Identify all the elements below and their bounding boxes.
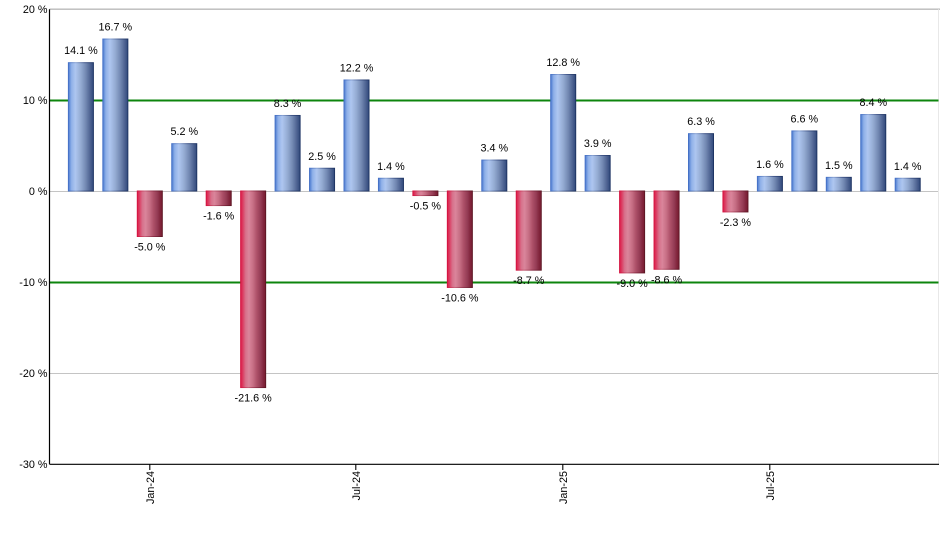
- svg-text:0 %: 0 %: [29, 186, 48, 198]
- svg-text:-21.6 %: -21.6 %: [235, 393, 273, 405]
- svg-text:-8.7 %: -8.7 %: [513, 275, 545, 287]
- svg-text:3.9 %: 3.9 %: [584, 138, 612, 150]
- svg-text:6.3 %: 6.3 %: [687, 116, 715, 128]
- svg-text:-0.5 %: -0.5 %: [410, 201, 442, 213]
- svg-text:16.7 %: 16.7 %: [99, 22, 133, 34]
- svg-text:14.1 %: 14.1 %: [64, 45, 98, 57]
- svg-text:-10.6 %: -10.6 %: [441, 292, 479, 304]
- svg-text:-9.0 %: -9.0 %: [616, 278, 648, 290]
- svg-text:1.6 %: 1.6 %: [756, 159, 784, 171]
- svg-text:-8.6 %: -8.6 %: [651, 274, 683, 286]
- svg-text:1.4 %: 1.4 %: [377, 161, 405, 173]
- svg-text:-2.3 %: -2.3 %: [720, 217, 752, 229]
- svg-text:1.4 %: 1.4 %: [894, 161, 922, 173]
- svg-text:8.4 %: 8.4 %: [859, 97, 887, 109]
- svg-text:Jul-24: Jul-24: [351, 471, 363, 500]
- svg-text:Jul-25: Jul-25: [765, 471, 777, 500]
- svg-text:12.8 %: 12.8 %: [546, 57, 580, 69]
- svg-text:6.6 %: 6.6 %: [791, 113, 819, 125]
- svg-text:2.5 %: 2.5 %: [308, 151, 336, 163]
- svg-text:-10 %: -10 %: [19, 277, 48, 289]
- svg-text:8.3 %: 8.3 %: [274, 98, 302, 110]
- svg-text:12.2 %: 12.2 %: [340, 62, 374, 74]
- svg-text:1.5 %: 1.5 %: [825, 160, 853, 172]
- svg-text:Jan-25: Jan-25: [558, 471, 570, 504]
- svg-text:-20 %: -20 %: [19, 368, 48, 380]
- svg-text:20 %: 20 %: [23, 4, 48, 16]
- svg-text:-30 %: -30 %: [19, 459, 48, 471]
- svg-text:-1.6 %: -1.6 %: [203, 211, 235, 223]
- svg-text:3.4 %: 3.4 %: [480, 143, 508, 155]
- svg-text:10 %: 10 %: [23, 95, 48, 107]
- svg-text:-5.0 %: -5.0 %: [134, 242, 166, 254]
- svg-text:5.2 %: 5.2 %: [170, 126, 198, 138]
- svg-text:Jan-24: Jan-24: [145, 471, 157, 504]
